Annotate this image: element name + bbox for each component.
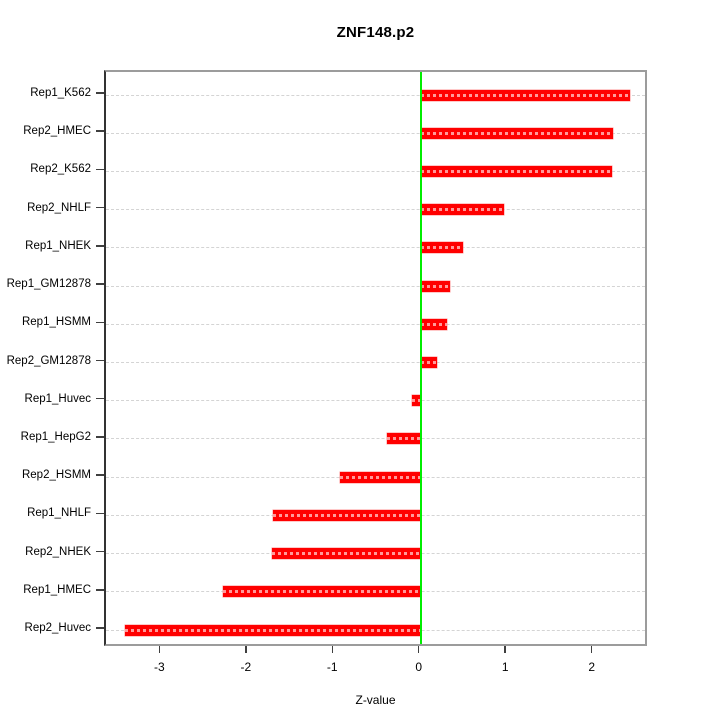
x-tick (504, 646, 506, 653)
y-tick-label: Rep1_Huvec (24, 392, 91, 405)
bar (420, 318, 447, 330)
bar (420, 357, 438, 368)
plot-area (104, 70, 647, 646)
bar-dash-pattern (420, 169, 612, 173)
bar-dash-pattern (222, 590, 421, 594)
bar (340, 471, 421, 483)
bar (420, 280, 451, 292)
x-tick-label: -2 (240, 660, 252, 674)
x-axis-label: Z-value (355, 693, 396, 707)
y-tick-label: Rep1_HSMM (21, 316, 91, 329)
bar (387, 433, 421, 445)
y-tick (96, 436, 104, 438)
bar-dash-pattern (420, 93, 630, 97)
grid-line (106, 247, 645, 249)
bar-dash-pattern (420, 246, 464, 250)
x-tick (331, 646, 334, 653)
bar (420, 242, 464, 254)
y-tick-label: Rep2_GM12878 (6, 354, 91, 367)
y-tick (96, 168, 104, 171)
bar (222, 586, 421, 598)
y-tick-label: Rep2_NHEK (25, 545, 91, 558)
bar (420, 89, 630, 101)
bar-dash-pattern (387, 437, 421, 441)
zero-reference-line (419, 72, 422, 644)
y-tick-label: Rep2_NHLF (27, 201, 91, 214)
chart-title: ZNF148.p2 (336, 24, 415, 41)
x-tick-label: -1 (326, 660, 338, 674)
bar-dash-pattern (420, 131, 613, 135)
y-tick-label: Rep1_HepG2 (20, 430, 91, 443)
bar (272, 509, 421, 521)
y-tick (96, 130, 104, 132)
bar-dash-pattern (420, 361, 438, 364)
grid-line (106, 209, 645, 211)
y-tick (96, 397, 104, 400)
y-tick-label: Rep1_HMEC (23, 583, 91, 596)
y-tick (96, 474, 104, 476)
y-tick (96, 206, 104, 209)
x-tick (417, 646, 420, 653)
bar-dash-pattern (272, 513, 421, 517)
y-tick-label: Rep1_K562 (30, 87, 91, 99)
x-tick (158, 646, 161, 653)
bar-dash-pattern (340, 475, 421, 479)
grid-line (106, 323, 645, 325)
y-tick (96, 245, 104, 247)
x-tick-label: 2 (588, 660, 595, 674)
grid-line (106, 94, 645, 96)
bar-dash-pattern (412, 399, 421, 403)
bar (420, 165, 612, 177)
bar (125, 624, 421, 636)
bar (420, 204, 504, 216)
bar-dash-pattern (125, 628, 421, 632)
grid-line (106, 438, 645, 440)
x-tick-label: 1 (501, 660, 509, 674)
y-tick-label: Rep1_NHLF (27, 507, 91, 520)
bar-dash-pattern (420, 208, 504, 212)
grid-line (106, 362, 645, 363)
bar (412, 395, 421, 407)
y-tick-label: Rep2_Huvec (24, 622, 91, 634)
bar-dash-pattern (420, 322, 447, 326)
bar-dash-pattern (420, 284, 451, 288)
y-tick (96, 283, 104, 285)
bar (272, 548, 421, 560)
y-tick (96, 589, 104, 591)
y-tick (96, 359, 104, 362)
y-tick-label: Rep1_GM12878 (6, 278, 91, 291)
x-tick (245, 646, 247, 653)
bar (420, 127, 613, 139)
y-tick (96, 512, 104, 515)
x-tick-label: 0 (415, 660, 423, 674)
y-tick-label: Rep2_K562 (30, 163, 91, 176)
y-tick-label: Rep2_HSMM (21, 469, 91, 482)
y-tick-label: Rep2_HMEC (23, 125, 91, 138)
y-tick (96, 321, 104, 324)
y-tick (96, 92, 104, 94)
y-tick (96, 550, 104, 553)
grid-line (106, 400, 645, 402)
grid-line (106, 170, 645, 172)
grid-line (106, 132, 645, 134)
grid-line (106, 285, 645, 287)
x-tick-label: -3 (153, 660, 165, 674)
y-tick (96, 627, 104, 629)
bar-dash-pattern (272, 552, 421, 556)
y-tick-label: Rep1_NHEK (25, 239, 91, 252)
x-tick (590, 646, 593, 653)
